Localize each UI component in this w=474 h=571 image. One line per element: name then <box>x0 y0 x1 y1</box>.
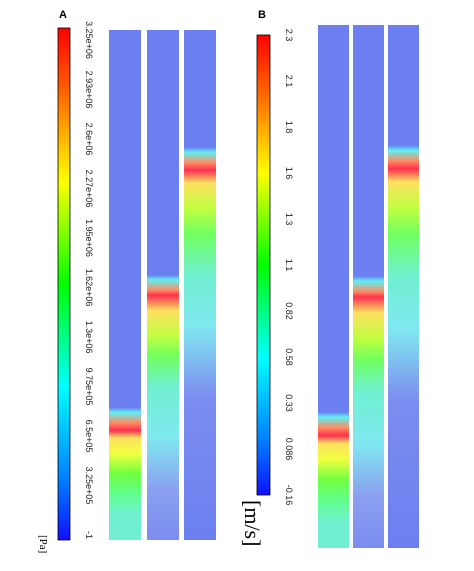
tick-label: 1.1 <box>284 259 294 272</box>
column <box>147 30 179 540</box>
column <box>318 25 349 548</box>
tick-label: 2.93e+06 <box>84 71 94 109</box>
tick-label: 0.82 <box>284 302 294 320</box>
tick-label: 3.25e+06 <box>84 21 94 59</box>
tick-label: 2.3 <box>284 29 294 42</box>
colorbar <box>256 34 271 496</box>
tick-label: 1.8 <box>284 121 294 134</box>
tick-label: -0.16 <box>284 485 294 506</box>
tick-label: 1.62e+06 <box>84 269 94 307</box>
tick-label: 1.3 <box>284 213 294 226</box>
column <box>184 30 216 540</box>
tick-label: 0.086 <box>284 438 294 461</box>
tick-label: 1.6 <box>284 167 294 180</box>
tick-label: 1.3e+06 <box>84 321 94 354</box>
tick-label: -1 <box>84 531 94 539</box>
tick-label: 0.58 <box>284 348 294 366</box>
column <box>109 30 141 540</box>
column <box>388 25 419 548</box>
panel-label: B <box>258 9 266 21</box>
tick-label: 2.1 <box>284 75 294 88</box>
panel-label: A <box>59 9 67 21</box>
tick-label: 9.75e+05 <box>84 368 94 406</box>
tick-label: 6.5e+05 <box>84 420 94 453</box>
unit: [m/s] <box>240 500 265 546</box>
tick-label: 2.27e+06 <box>84 170 94 208</box>
column <box>353 25 384 548</box>
colorbar <box>57 27 71 541</box>
tick-label: 1.95e+06 <box>84 219 94 257</box>
unit: [Pa] <box>37 535 49 553</box>
tick-label: 2.6e+06 <box>84 123 94 156</box>
tick-label: 0.33 <box>284 394 294 412</box>
tick-label: 3.25e+05 <box>84 467 94 505</box>
